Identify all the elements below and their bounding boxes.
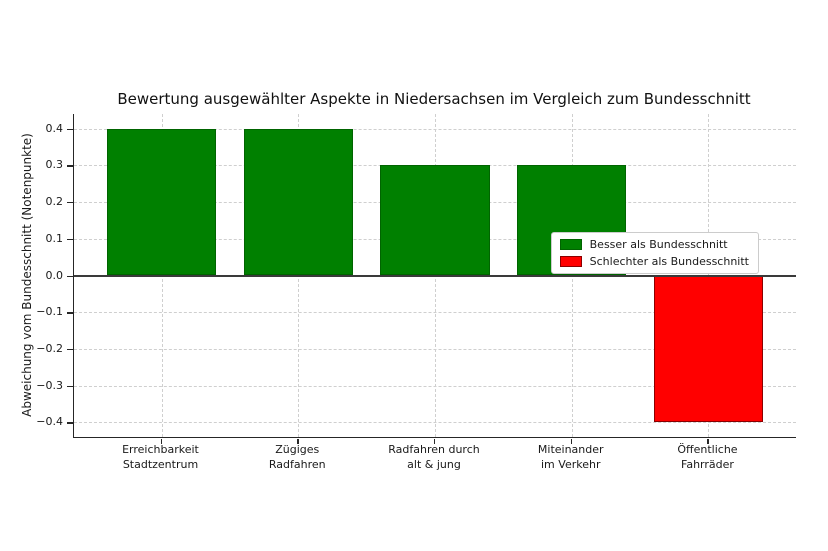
y-tick-label: −0.1 <box>36 305 63 319</box>
bar-positive <box>380 165 490 276</box>
y-tick-mark <box>67 385 73 387</box>
x-category-label-line: Miteinander <box>537 443 604 456</box>
legend-entry: Besser als Bundesschnitt <box>559 238 749 251</box>
legend-entries: Besser als Bundesschnitt Schlechter als B… <box>559 238 749 268</box>
y-tick-label: 0.3 <box>45 158 64 172</box>
x-category-label-line: alt & jung <box>407 457 461 471</box>
x-category-label-line: im Verkehr <box>541 457 601 471</box>
legend-label: Schlechter als Bundesschnitt <box>589 255 749 268</box>
bar-positive <box>106 128 217 276</box>
x-category-label: Öffentliche Fahrräder <box>627 443 787 472</box>
x-tick-mark <box>707 439 709 444</box>
x-tick-mark <box>297 439 299 444</box>
x-category-label-line: Fahrräder <box>681 457 734 471</box>
y-tick-label: −0.4 <box>36 415 63 429</box>
bar-negative <box>653 275 764 423</box>
x-category-label-line: Zügiges <box>275 443 320 456</box>
x-category-label: Erreichbarkeit Stadtzentrum <box>81 443 241 472</box>
y-tick-label: 0.4 <box>45 121 64 135</box>
y-tick-mark <box>67 275 73 277</box>
y-tick-mark <box>67 238 73 241</box>
x-category-label-line: Öffentliche <box>677 443 738 456</box>
legend-swatch <box>559 239 582 250</box>
x-tick-mark <box>570 439 573 444</box>
x-category-label: Zügiges Radfahren <box>217 443 377 472</box>
y-tick-label: 0.0 <box>45 268 64 282</box>
y-tick-mark <box>67 128 73 130</box>
y-tick-label: 0.1 <box>45 231 64 245</box>
y-tick-label: 0.2 <box>45 195 64 209</box>
x-tick-mark <box>160 439 162 444</box>
legend: Besser als Bundesschnitt Schlechter als B… <box>550 232 759 274</box>
x-category-label-line: Stadtzentrum <box>122 457 199 471</box>
zero-baseline <box>74 274 796 277</box>
y-tick-mark <box>67 422 73 424</box>
y-tick-mark <box>67 312 73 314</box>
chart-title: Bewertung ausgewählter Aspekte in Nieder… <box>117 90 751 108</box>
legend-entry: Schlechter als Bundesschnitt <box>559 255 749 268</box>
y-tick-label: −0.3 <box>36 378 63 392</box>
y-tick-mark <box>67 165 73 167</box>
x-category-label: Miteinander im Verkehr <box>491 443 651 472</box>
legend-swatch <box>559 256 582 267</box>
y-tick-mark <box>67 202 73 204</box>
x-category-label-line: Radfahren durch <box>388 443 480 456</box>
y-tick-mark <box>67 348 73 351</box>
y-tick-label: −0.2 <box>36 341 63 355</box>
x-category-label-line: Erreichbarkeit <box>122 443 199 456</box>
bar-positive <box>243 128 353 276</box>
legend-label: Besser als Bundesschnitt <box>589 238 728 251</box>
x-tick-mark <box>434 439 436 444</box>
x-category-label: Radfahren durch alt & jung <box>354 443 514 472</box>
x-category-label-line: Radfahren <box>268 457 326 471</box>
plot-area: Besser als Bundesschnitt Schlechter als B… <box>73 114 796 438</box>
